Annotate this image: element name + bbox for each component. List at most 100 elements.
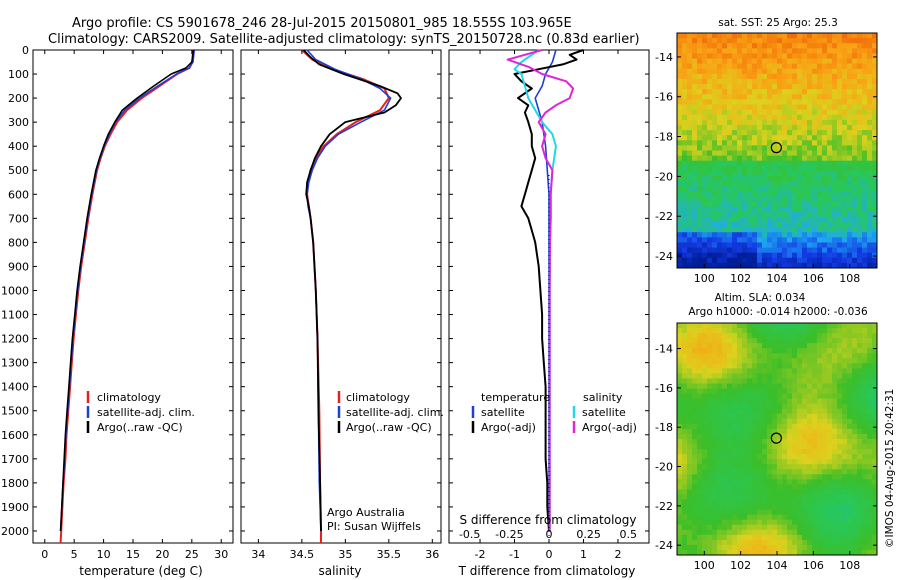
map-cell [872, 237, 878, 243]
map-cell [792, 494, 798, 500]
map-cell [822, 393, 828, 400]
map-cell [767, 464, 773, 470]
map-cell [732, 181, 738, 187]
map-cell [812, 449, 818, 455]
map-cell [752, 145, 758, 151]
map-cell [737, 423, 743, 430]
map-cell [742, 514, 748, 521]
map-cell [787, 353, 793, 359]
map-cell [777, 242, 783, 248]
map-cell [847, 170, 853, 177]
map-cell [762, 222, 768, 228]
map-cell [712, 413, 718, 420]
map-cell [717, 428, 723, 435]
map-cell [792, 181, 798, 187]
map-cell [867, 176, 873, 182]
map-cell [737, 99, 743, 105]
map-cell [777, 388, 783, 395]
map-cell [817, 514, 823, 521]
map-cell [772, 474, 778, 480]
map-cell [752, 232, 758, 238]
map-cell [712, 353, 718, 359]
x-tick-label: 10 [97, 548, 111, 561]
map-cell [792, 130, 798, 136]
map-cell [792, 484, 798, 490]
map-cell [777, 524, 783, 531]
map-cell [757, 181, 763, 187]
map-cell [727, 428, 733, 435]
map-cell [817, 130, 823, 136]
map-cell [842, 413, 848, 420]
map-cell [797, 89, 803, 95]
map-cell [712, 262, 718, 269]
map-cell [847, 514, 853, 521]
map-cell [782, 94, 788, 100]
map-cell [857, 418, 863, 425]
map-cell [872, 155, 878, 162]
map-cell [847, 388, 853, 395]
map-cell [857, 216, 863, 223]
map-cell [707, 165, 713, 172]
map-cell [792, 479, 798, 485]
map-cell [837, 150, 843, 157]
map-cell [832, 99, 838, 105]
depth-tick-label: 1600 [1, 429, 29, 442]
map-cell [717, 94, 723, 100]
map-cell [797, 388, 803, 395]
map-cell [767, 413, 773, 420]
map-cell [697, 155, 703, 162]
map-cell [857, 423, 863, 430]
map-cell [837, 170, 843, 177]
map-cell [827, 33, 833, 39]
map-cell [742, 534, 748, 541]
map-cell [852, 544, 858, 551]
map-cell [777, 43, 783, 49]
map-cell [787, 459, 793, 465]
map-cell [722, 135, 728, 141]
map-cell [737, 418, 743, 425]
map-cell [702, 408, 708, 415]
series-line-climatology [59, 49, 194, 544]
map-cell [717, 109, 723, 116]
map-cell [752, 368, 758, 374]
map-cell [702, 534, 708, 541]
map-cell [827, 504, 833, 511]
map-cell [762, 328, 768, 334]
map-cell [742, 499, 748, 505]
map-cell [702, 418, 708, 425]
map-cell [682, 454, 688, 460]
map-cell [842, 433, 848, 440]
map-cell [712, 539, 718, 546]
map-cell [732, 170, 738, 177]
map-cell [792, 73, 798, 80]
map-cell [727, 191, 733, 197]
map-cell [842, 323, 848, 329]
map-cell [782, 479, 788, 485]
map-cell [722, 398, 728, 405]
map-cell [777, 247, 783, 254]
map-cell [812, 454, 818, 460]
map-cell [777, 237, 783, 243]
map-cell [777, 33, 783, 39]
map-cell [717, 509, 723, 516]
map-cell [807, 363, 813, 369]
map-cell [767, 237, 773, 243]
map-cell [847, 519, 853, 526]
map-cell [782, 333, 788, 339]
map-cell [857, 368, 863, 374]
map-cell [692, 206, 698, 213]
map-cell [677, 494, 683, 500]
map-cell [707, 222, 713, 228]
map-cell [717, 343, 723, 349]
map-cell [747, 237, 753, 243]
map-cell [827, 211, 833, 218]
map-cell [862, 494, 868, 500]
map-cell [692, 323, 698, 329]
map-cell [852, 343, 858, 349]
map-cell [772, 343, 778, 349]
map-cell [707, 211, 713, 218]
map-cell [787, 343, 793, 349]
map-cell [707, 119, 713, 126]
map-cell [837, 539, 843, 546]
